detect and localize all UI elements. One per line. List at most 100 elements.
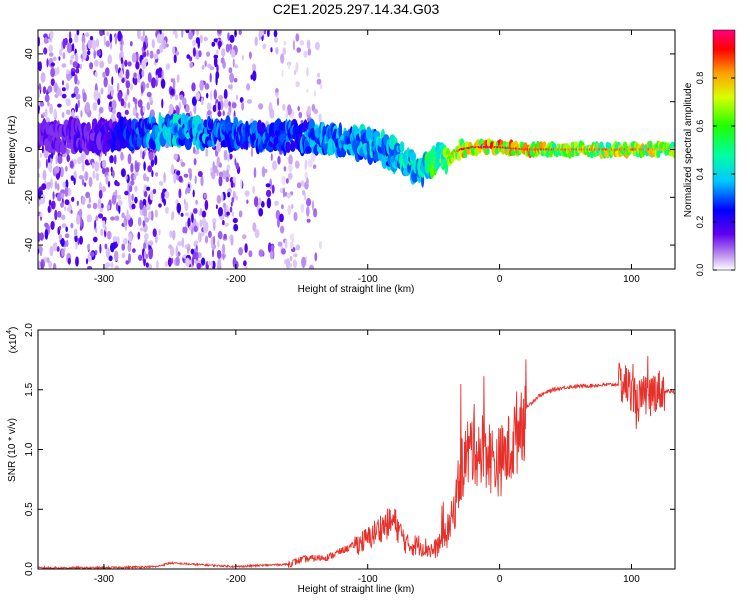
- noise-speckle: [124, 190, 129, 196]
- noise-speckle: [285, 258, 291, 269]
- noise-speckle: [54, 181, 58, 190]
- noise-speckle: [289, 233, 295, 240]
- noise-speckle: [98, 106, 104, 114]
- noise-speckle: [300, 180, 305, 187]
- snr-axes: -300 -200 -100 0 100 0.0 0.5 1.0 1.5 2.0: [24, 323, 675, 585]
- noise-speckle: [180, 162, 186, 167]
- x-tick-label: 100: [623, 574, 640, 585]
- noise-speckle: [279, 225, 285, 234]
- noise-speckle: [311, 200, 315, 211]
- noise-speckle: [63, 206, 67, 211]
- noise-speckle: [120, 151, 124, 161]
- noise-speckle: [246, 83, 251, 91]
- noise-speckle: [203, 36, 208, 42]
- noise-speckle: [83, 182, 87, 187]
- noise-speckle: [140, 36, 145, 42]
- noise-speckle: [232, 58, 235, 68]
- noise-speckle: [71, 196, 75, 202]
- noise-speckle: [259, 30, 264, 37]
- noise-speckle: [141, 85, 144, 94]
- ridge-mark: [656, 149, 661, 159]
- noise-speckle: [313, 90, 317, 97]
- noise-speckle: [301, 256, 306, 268]
- noise-speckle: [175, 245, 179, 256]
- snr-y-label: SNR (10 * v/v): [7, 418, 18, 482]
- noise-speckle: [146, 176, 150, 182]
- noise-speckle: [188, 31, 194, 40]
- noise-speckle: [227, 32, 230, 41]
- noise-speckle: [223, 98, 229, 109]
- noise-speckle: [282, 47, 287, 55]
- noise-speckle: [134, 162, 140, 173]
- spectrogram-x-label: Height of straight line (km): [298, 284, 415, 295]
- noise-speckle: [275, 46, 279, 55]
- noise-speckle: [276, 97, 280, 106]
- noise-speckle: [307, 105, 311, 116]
- noise-speckle: [231, 49, 236, 58]
- noise-speckle: [274, 200, 279, 206]
- noise-speckle: [156, 33, 162, 44]
- noise-speckle: [204, 199, 209, 211]
- noise-speckle: [142, 206, 148, 217]
- noise-speckle: [201, 257, 206, 266]
- noise-speckle: [295, 62, 299, 72]
- noise-speckle: [57, 210, 62, 218]
- noise-speckle: [172, 78, 176, 89]
- noise-speckle: [143, 161, 146, 171]
- noise-speckle: [103, 35, 106, 46]
- noise-speckle: [78, 208, 83, 218]
- noise-speckle: [215, 74, 218, 86]
- noise-speckle: [114, 33, 117, 45]
- noise-speckle: [216, 49, 219, 55]
- noise-speckle: [81, 196, 86, 206]
- noise-speckle: [246, 199, 249, 204]
- noise-speckle: [125, 175, 128, 180]
- noise-speckle: [217, 258, 222, 269]
- noise-speckle: [213, 235, 216, 246]
- noise-speckle: [134, 185, 138, 192]
- ridge-mark: [86, 121, 91, 133]
- noise-speckle: [165, 206, 169, 214]
- noise-speckle: [218, 94, 224, 101]
- noise-speckle: [68, 31, 72, 39]
- noise-speckle: [99, 60, 105, 69]
- noise-speckle: [233, 223, 239, 232]
- noise-speckle: [65, 165, 68, 172]
- noise-speckle: [42, 169, 47, 181]
- noise-speckle: [168, 244, 173, 249]
- noise-speckle: [299, 40, 305, 46]
- noise-speckle: [155, 79, 158, 87]
- noise-speckle: [112, 107, 116, 115]
- noise-speckle: [87, 243, 91, 251]
- x-tick-label: -100: [358, 574, 378, 585]
- noise-speckle: [145, 253, 148, 259]
- noise-speckle: [176, 202, 182, 214]
- noise-speckle: [117, 30, 122, 42]
- noise-speckle: [310, 153, 316, 162]
- noise-speckle: [316, 72, 321, 78]
- noise-speckle: [193, 158, 197, 166]
- noise-speckle: [235, 195, 238, 201]
- y-tick-label: 0.5: [24, 502, 35, 516]
- noise-speckle: [61, 87, 66, 92]
- noise-speckle: [147, 165, 153, 173]
- noise-speckle: [158, 229, 161, 236]
- noise-speckle: [102, 71, 106, 78]
- ridge-mark: [455, 145, 460, 154]
- noise-speckle: [47, 85, 53, 93]
- noise-speckle: [203, 193, 207, 199]
- noise-speckle: [118, 203, 121, 214]
- noise-speckle: [78, 175, 84, 180]
- noise-speckle: [95, 215, 99, 222]
- noise-speckle: [178, 188, 182, 199]
- noise-speckle: [110, 216, 116, 221]
- noise-speckle: [212, 165, 218, 174]
- noise-speckle: [40, 261, 44, 269]
- noise-speckle: [217, 40, 222, 48]
- noise-speckle: [41, 183, 47, 191]
- y-tick-label: 40: [24, 48, 35, 60]
- colorbar-tick-label: 0.4: [695, 168, 705, 181]
- noise-speckle: [68, 37, 73, 44]
- noise-speckle: [117, 82, 120, 93]
- ridge-mark: [648, 140, 653, 150]
